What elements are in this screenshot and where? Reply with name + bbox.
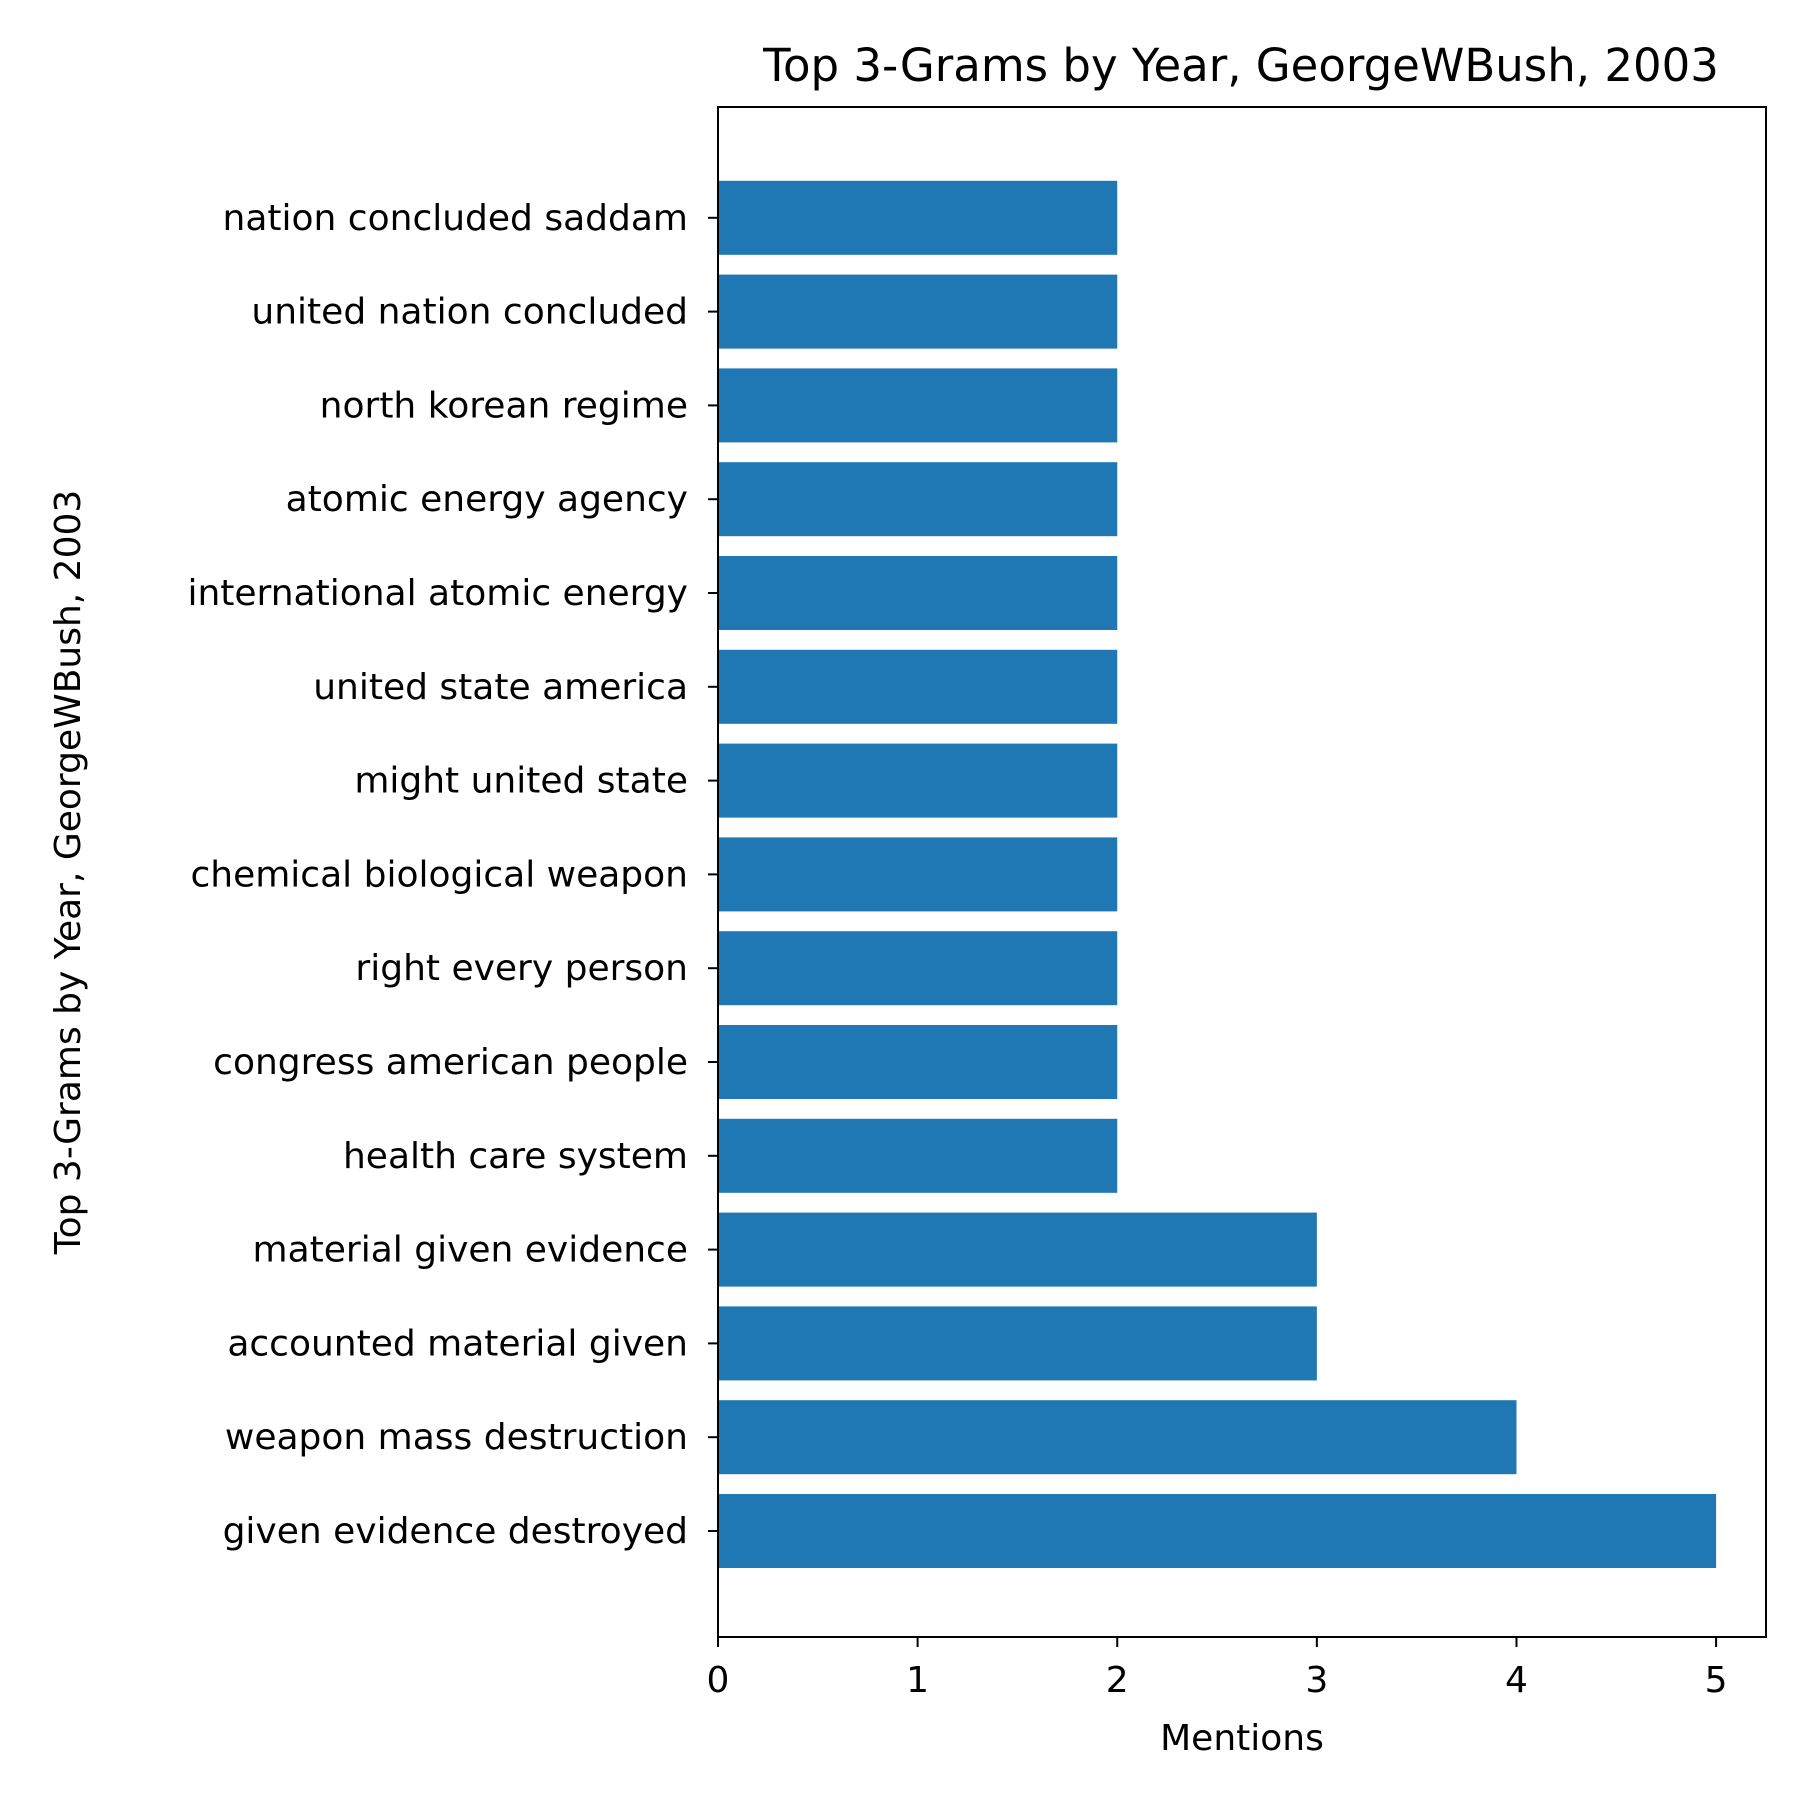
x-ticks-group: 0 1 2 3 4 5: [707, 1637, 1728, 1701]
chart-title: Top 3-Grams by Year, GeorgeWBush, 2003: [762, 39, 1719, 92]
bar-material-given-evidence: [718, 1212, 1317, 1287]
y-tick-label: might united state: [354, 761, 688, 802]
y-tick-label: congress american people: [213, 1042, 688, 1083]
y-tick-label: right every person: [355, 948, 688, 989]
bar-right-every-person: [718, 931, 1118, 1006]
x-tick-label: 1: [906, 1660, 929, 1701]
x-axis-label: Mentions: [1160, 1718, 1324, 1759]
y-tick-label: atomic energy agency: [286, 479, 688, 520]
bar-given-evidence-destroyed: [718, 1494, 1717, 1568]
y-tick-label: weapon mass destruction: [225, 1417, 688, 1458]
y-tick-label: nation concluded saddam: [223, 198, 688, 239]
y-tick-label: international atomic energy: [187, 573, 688, 614]
x-tick-label: 2: [1106, 1660, 1129, 1701]
y-tick-label: united state america: [313, 667, 688, 708]
x-tick-label: 3: [1305, 1660, 1328, 1701]
y-tick-label: given evidence destroyed: [223, 1511, 688, 1552]
y-ticks-group: given evidence destroyed weapon mass dest…: [187, 198, 718, 1552]
bar-chemical-biological-weapon: [718, 837, 1118, 912]
bar-united-nation-concluded: [718, 274, 1118, 349]
x-tick-label: 5: [1705, 1660, 1728, 1701]
y-axis-label: Top 3-Grams by Year, GeorgeWBush, 2003: [48, 490, 89, 1256]
bar-united-state-america: [718, 649, 1118, 724]
x-tick-label: 0: [707, 1660, 730, 1701]
y-tick-label: material given evidence: [253, 1230, 688, 1271]
y-tick-label: chemical biological weapon: [190, 854, 688, 895]
y-tick-label: north korean regime: [320, 385, 688, 426]
y-tick-label: united nation concluded: [251, 292, 688, 333]
bar-congress-american-people: [718, 1025, 1118, 1099]
plot-frame: [717, 106, 1767, 1638]
bar-nation-concluded-saddam: [718, 180, 1118, 255]
bar-accounted-material-given: [718, 1306, 1317, 1381]
y-tick-label: accounted material given: [227, 1323, 688, 1364]
bar-health-care-system: [718, 1118, 1118, 1193]
bar-north-korean-regime: [718, 368, 1118, 443]
x-tick-label: 4: [1505, 1660, 1528, 1701]
bar-atomic-energy-agency: [718, 462, 1118, 537]
bars-group: [718, 180, 1717, 1568]
bar-international-atomic-energy: [718, 556, 1118, 630]
bar-might-united-state: [718, 743, 1118, 818]
y-tick-label: health care system: [343, 1136, 688, 1177]
bar-weapon-mass-destruction: [718, 1400, 1517, 1475]
